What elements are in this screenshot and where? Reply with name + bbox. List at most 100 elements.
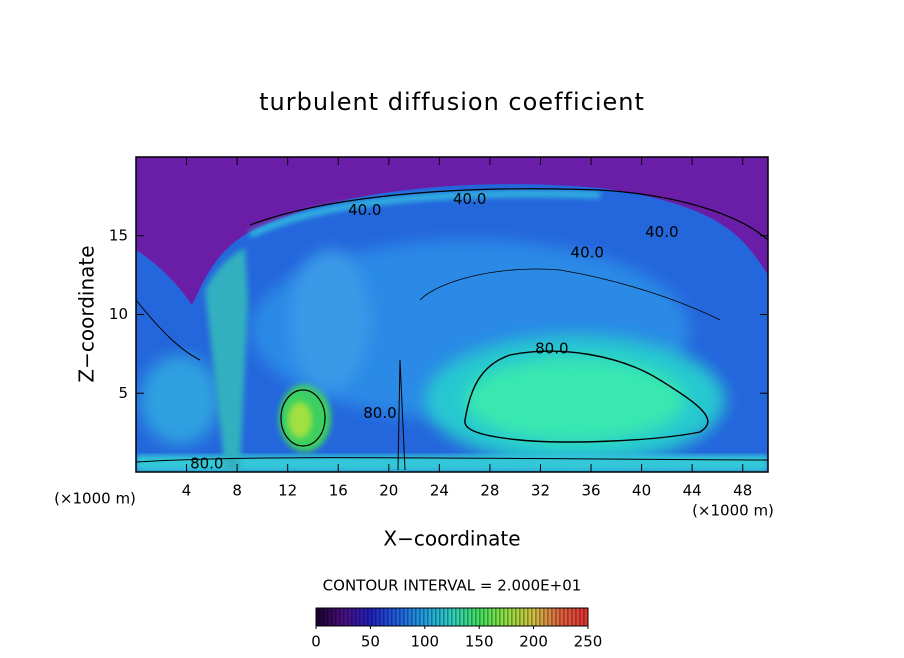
- colorbar-swatch: [439, 607, 445, 627]
- contour-label: 80.0: [535, 340, 568, 358]
- contour-line: [397, 359, 406, 471]
- x-axis-title: X−coordinate: [383, 527, 520, 551]
- x-tick-label: 28: [480, 482, 499, 500]
- colorbar-swatch: [491, 607, 497, 627]
- colorbar-swatch: [403, 607, 409, 627]
- colorbar-swatch: [323, 607, 329, 627]
- colorbar-tick-label: 100: [410, 633, 439, 651]
- colorbar-swatch: [443, 607, 449, 627]
- colorbar-swatch: [315, 607, 321, 627]
- colorbar-swatch: [571, 607, 577, 627]
- colorbar-swatch: [463, 607, 469, 627]
- field-region: [140, 355, 220, 445]
- x-unit: (×1000 m): [54, 490, 136, 508]
- colorbar-swatch: [347, 607, 353, 627]
- field-region: [288, 402, 312, 438]
- field-region: [465, 358, 685, 442]
- x-tick-label: 12: [278, 482, 297, 500]
- colorbar-swatch: [371, 607, 377, 627]
- colorbar-swatch: [411, 607, 417, 627]
- colorbar-swatch: [539, 607, 545, 627]
- x-tick-label: 44: [683, 482, 702, 500]
- colorbar-swatch: [559, 607, 565, 627]
- colorbar-swatch: [447, 607, 453, 627]
- colorbar-swatch: [423, 607, 429, 627]
- field: 40.0 40.0 40.0 40.0 80.0 80.0 80.0: [136, 157, 768, 472]
- contour-line: [249, 188, 768, 241]
- colorbar-swatch: [431, 607, 437, 627]
- colorbar-swatch: [415, 607, 421, 627]
- colorbar-swatch: [471, 607, 477, 627]
- x-tick-label: 36: [581, 482, 600, 500]
- x-tick-label: 24: [430, 482, 449, 500]
- colorbar-swatch: [355, 607, 361, 627]
- colorbar-swatch: [331, 607, 337, 627]
- colorbar-swatch: [455, 607, 461, 627]
- contour-label: 40.0: [645, 223, 678, 241]
- colorbar-swatch: [451, 607, 457, 627]
- contour-label: 40.0: [571, 244, 604, 262]
- colorbar-tick-label: 0: [311, 633, 321, 651]
- colorbar-swatch: [495, 607, 501, 627]
- colorbar-swatch: [567, 607, 573, 627]
- y-tick-label: 5: [118, 384, 128, 402]
- colorbar-swatch: [515, 607, 521, 627]
- contour-label: 40.0: [453, 190, 486, 208]
- contour-lines: [136, 188, 768, 471]
- y-tick-label: 10: [109, 305, 128, 323]
- colorbar-swatch: [475, 607, 481, 627]
- colorbar-swatch: [583, 607, 589, 627]
- y-tick-label: 15: [109, 226, 128, 244]
- field-region: [136, 157, 768, 305]
- colorbar-swatch: [351, 607, 357, 627]
- colorbar-tick-label: 200: [519, 633, 548, 651]
- contour-line: [419, 268, 721, 321]
- colorbar-swatch: [555, 607, 561, 627]
- colorbar-swatch: [523, 607, 529, 627]
- x-tick-label: 20: [379, 482, 398, 500]
- colorbar-swatch: [363, 607, 369, 627]
- colorbar-swatch: [383, 607, 389, 627]
- x-tick-label: 4: [182, 482, 192, 500]
- x-tick-label: 16: [329, 482, 348, 500]
- colorbar-swatch: [375, 607, 381, 627]
- colorbar-swatch: [483, 607, 489, 627]
- colorbar-swatch: [467, 607, 473, 627]
- colorbar-swatch: [479, 607, 485, 627]
- y-unit: (×1000 m): [692, 502, 774, 520]
- contour-label: 80.0: [363, 404, 396, 422]
- colorbar-swatch: [419, 607, 425, 627]
- colorbar-swatch: [395, 607, 401, 627]
- colorbar-tick-label: 150: [465, 633, 494, 651]
- contour-line: [136, 299, 201, 361]
- contour-line: [136, 457, 768, 463]
- colorbar-swatch: [487, 607, 493, 627]
- colorbar-swatch: [563, 607, 569, 627]
- colorbar-swatch: [499, 607, 505, 627]
- colorbar-swatch: [435, 607, 441, 627]
- chart-title: turbulent diffusion coefficient: [259, 88, 645, 116]
- contour-label: 40.0: [348, 201, 381, 219]
- x-tick-label: 48: [733, 482, 752, 500]
- colorbar-swatch: [531, 607, 537, 627]
- colorbar-swatch: [359, 607, 365, 627]
- contour-line: [280, 389, 326, 447]
- colorbar-tick-label: 250: [574, 633, 603, 651]
- colorbar-swatch: [535, 607, 541, 627]
- colorbar-swatch: [519, 607, 525, 627]
- field-region: [248, 190, 601, 238]
- colorbar-swatch: [387, 607, 393, 627]
- colorbar-swatch: [503, 607, 509, 627]
- colorbar-swatch: [551, 607, 557, 627]
- colorbar-swatch: [379, 607, 385, 627]
- colorbar-swatch: [543, 607, 549, 627]
- colorbar-swatch: [339, 607, 345, 627]
- colorbar-swatch: [391, 607, 397, 627]
- colorbar-swatch: [343, 607, 349, 627]
- field-region: [205, 248, 248, 470]
- colorbar-swatch: [579, 607, 585, 627]
- colorbar-swatch: [367, 607, 373, 627]
- colorbar-swatch: [399, 607, 405, 627]
- colorbar-swatch: [407, 607, 413, 627]
